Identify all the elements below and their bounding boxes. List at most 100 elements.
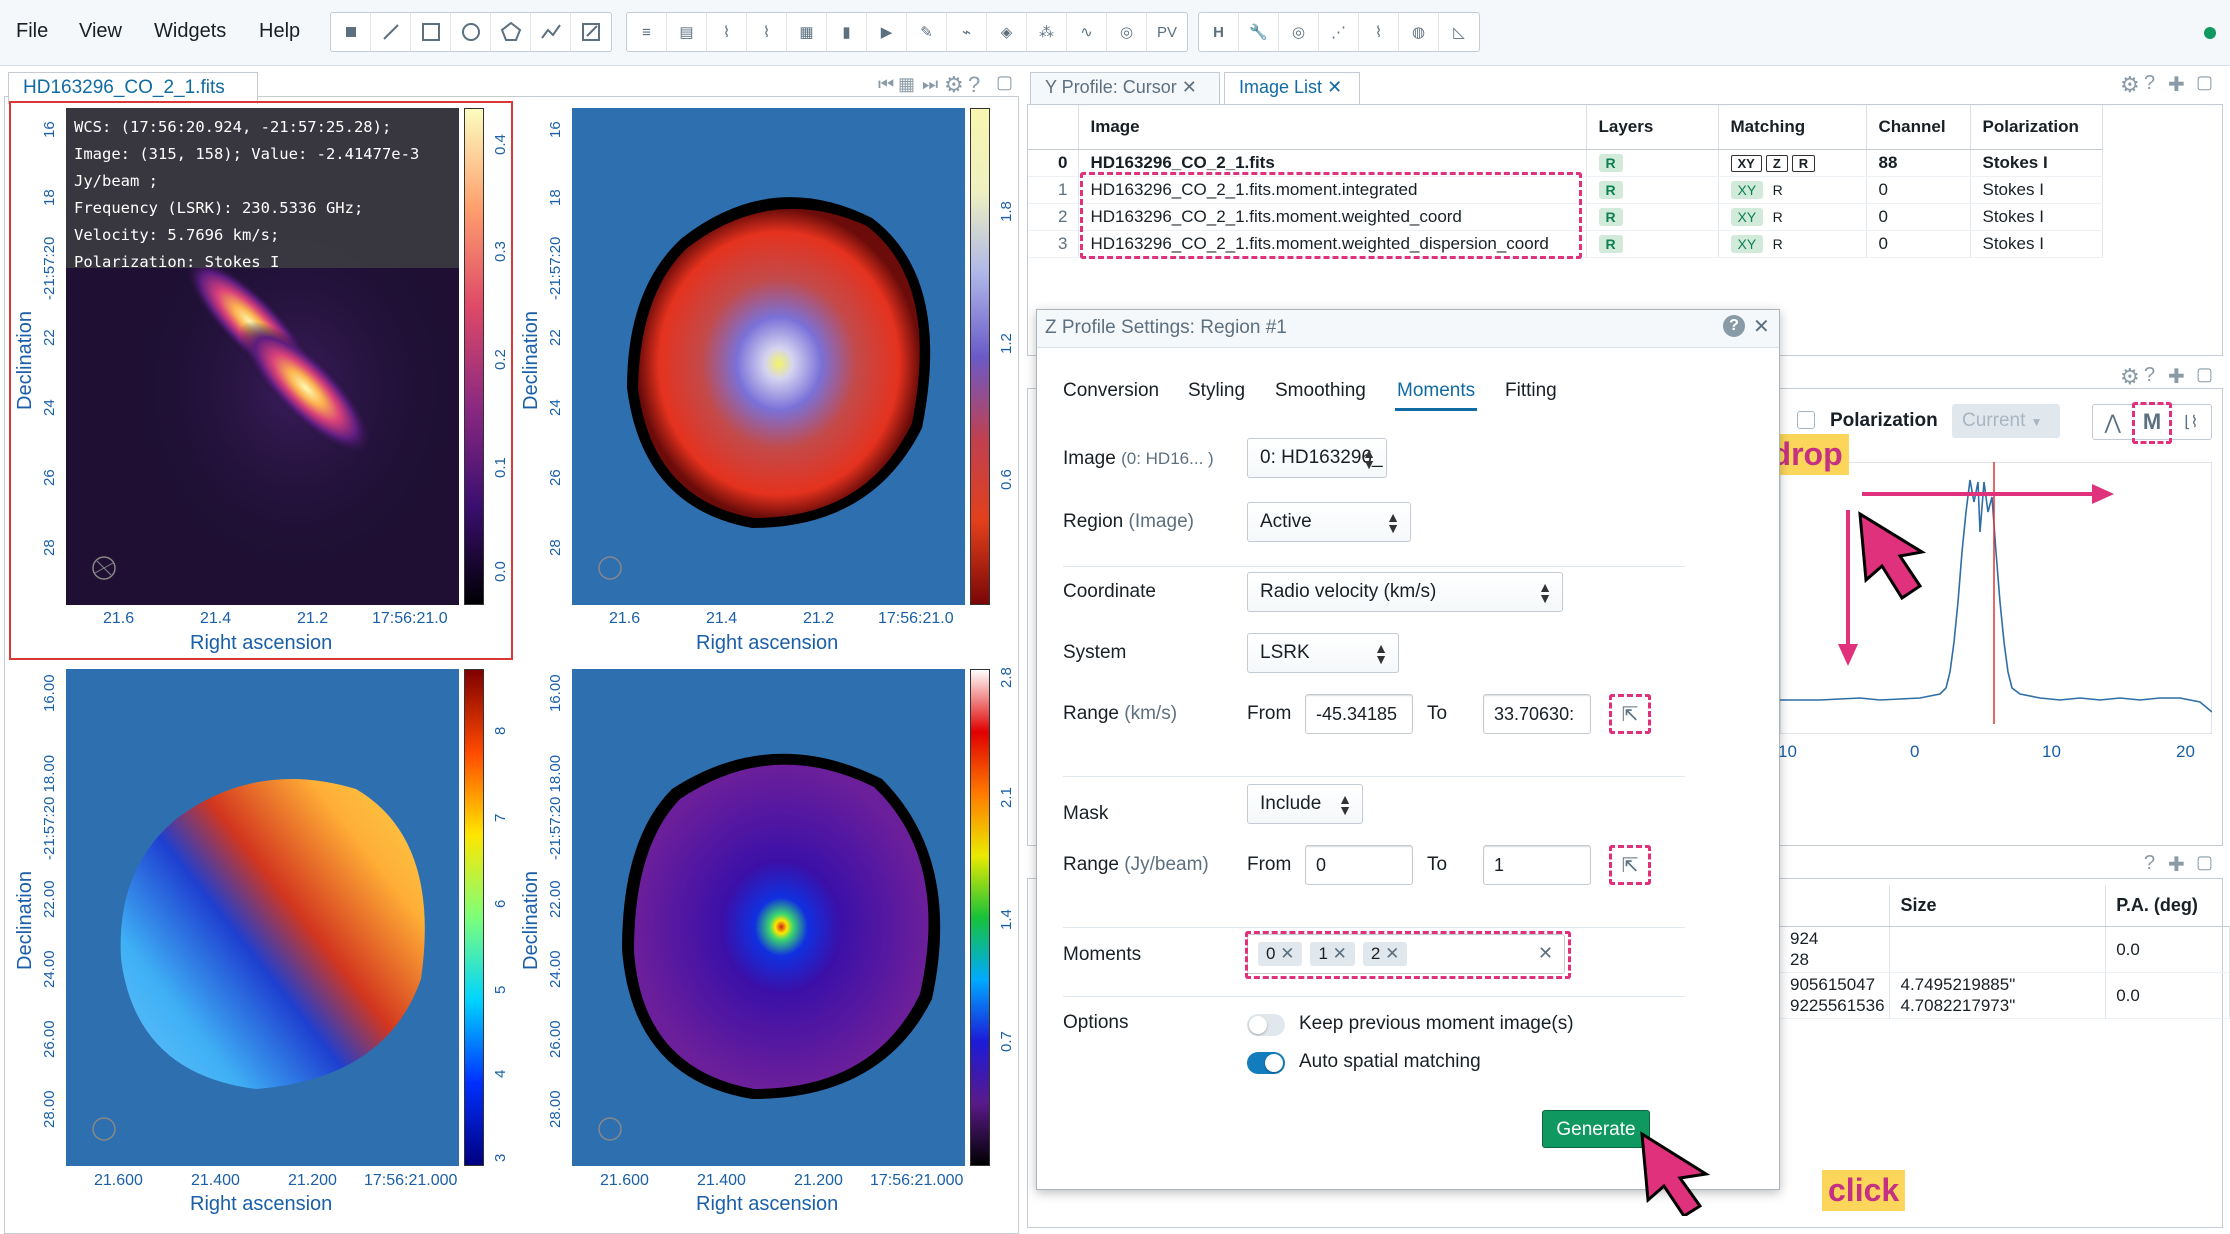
polarization-select[interactable]: Current ▼: [1952, 404, 2060, 438]
moments-multiselect[interactable]: 0 ✕ 1 ✕ 2 ✕ ✕: [1247, 934, 1565, 974]
moments-icon[interactable]: M: [2142, 409, 2162, 434]
annotation-icon[interactable]: [571, 13, 611, 51]
catalog-icon[interactable]: ⁂: [1027, 13, 1067, 51]
render-config-icon[interactable]: ✎: [907, 13, 947, 51]
help-icon[interactable]: ?: [1723, 315, 1745, 337]
menu-widgets[interactable]: Widgets: [154, 20, 227, 42]
pin-icon[interactable]: ✚: [2168, 366, 2185, 388]
menu-help[interactable]: Help: [259, 20, 301, 42]
match-r-tag[interactable]: R: [1772, 235, 1783, 252]
polarization-checkbox[interactable]: [1797, 411, 1815, 429]
help-icon[interactable]: ?: [2144, 72, 2156, 94]
keep-previous-toggle[interactable]: [1247, 1014, 1285, 1036]
auto-matching-toggle[interactable]: [1247, 1052, 1285, 1074]
maximize-icon[interactable]: ▢: [2196, 72, 2214, 92]
tab-styling[interactable]: Styling: [1188, 380, 1246, 401]
rectangle-region-icon[interactable]: [411, 13, 451, 51]
dialog-header[interactable]: Z Profile Settings: Region #1 ? ✕: [1037, 310, 1779, 348]
image-fitting-icon[interactable]: ⌇: [1359, 13, 1399, 51]
tab-y-profile[interactable]: Y Profile: Cursor ✕: [1030, 72, 1220, 104]
mask-to-input[interactable]: 1: [1483, 845, 1591, 885]
remove-icon[interactable]: ✕: [1280, 944, 1295, 963]
match-xy-tag[interactable]: XY: [1730, 207, 1764, 226]
help-icon[interactable]: ?: [2144, 852, 2156, 874]
mask-select[interactable]: Include ▲ ▼: [1247, 784, 1363, 824]
pin-icon[interactable]: ✚: [2168, 74, 2185, 96]
contour-icon[interactable]: ◎: [1279, 13, 1319, 51]
maximize-icon[interactable]: ▢: [996, 72, 1014, 92]
polyline-region-icon[interactable]: [531, 13, 571, 51]
grid-layout-icon[interactable]: ▦: [898, 74, 916, 94]
wrench-icon[interactable]: 🔧: [1239, 13, 1279, 51]
help-icon[interactable]: ?: [2144, 364, 2156, 386]
tab-moments[interactable]: Moments: [1397, 380, 1476, 401]
close-icon[interactable]: ✕: [1327, 77, 1343, 97]
close-icon[interactable]: ✕: [1753, 316, 1770, 338]
tab-image-list[interactable]: Image List ✕: [1224, 72, 1360, 104]
moment-chip[interactable]: 1 ✕: [1310, 942, 1355, 966]
frame-moment-weighted-coord[interactable]: [66, 669, 459, 1166]
settings-gear-icon[interactable]: ⚙: [944, 72, 964, 97]
layer-raster-tag[interactable]: R: [1598, 153, 1623, 172]
table-row[interactable]: 0 HD163296_CO_2_1.fits R XY Z R 88 Stokes …: [1028, 149, 2103, 177]
match-xy-tag[interactable]: XY: [1730, 234, 1764, 253]
pointer-tool-icon[interactable]: [331, 13, 371, 51]
first-frame-icon[interactable]: ⏮: [878, 74, 895, 94]
layer-raster-tag[interactable]: R: [1598, 207, 1623, 226]
help-icon[interactable]: ?: [968, 72, 981, 97]
settings-gear-icon[interactable]: ⚙: [2120, 364, 2140, 389]
settings-gear-icon[interactable]: ⚙: [2120, 72, 2140, 97]
ellipse-region-icon[interactable]: [451, 13, 491, 51]
menu-file[interactable]: File: [16, 20, 49, 42]
range-from-input[interactable]: -45.34185: [1305, 694, 1413, 734]
spatial-profile-icon[interactable]: ⌇: [707, 13, 747, 51]
layer-raster-tag[interactable]: R: [1598, 180, 1623, 199]
spectral-profile-icon[interactable]: ⌇: [747, 13, 787, 51]
table-row[interactable]: 905615047 9225561536 4.7495219885" 4.70822…: [1780, 972, 2230, 1019]
histogram-icon[interactable]: ▮: [827, 13, 867, 51]
line-region-icon[interactable]: [371, 13, 411, 51]
clear-icon[interactable]: ✕: [1538, 943, 1554, 963]
spectral-line-icon[interactable]: ∿: [1067, 13, 1107, 51]
remove-icon[interactable]: ✕: [1385, 944, 1400, 963]
match-r-tag[interactable]: R: [1772, 181, 1783, 198]
vector-field-icon[interactable]: ⋰: [1319, 13, 1359, 51]
region-select[interactable]: Active ▲ ▼: [1247, 502, 1411, 542]
maximize-icon[interactable]: ▢: [2196, 852, 2214, 872]
tab-conversion[interactable]: Conversion: [1063, 380, 1160, 401]
header-icon[interactable]: ▤: [667, 13, 707, 51]
menu-view[interactable]: View: [79, 20, 122, 42]
pv-icon[interactable]: PV: [1156, 23, 1177, 41]
tab-smoothing[interactable]: Smoothing: [1275, 380, 1366, 401]
layer-raster-tag[interactable]: R: [1598, 234, 1623, 253]
stokes-icon[interactable]: ⌁: [947, 13, 987, 51]
table-row[interactable]: 2 HD163296_CO_2_1.fits.moment.weighted_c…: [1028, 203, 2103, 231]
frame-moment-integrated[interactable]: [572, 108, 965, 605]
image-select[interactable]: 0: HD163296_ ▲ ▼: [1247, 438, 1387, 478]
animator-icon[interactable]: ▶: [867, 13, 907, 51]
match-z-tag[interactable]: Z: [1765, 154, 1788, 172]
match-xy-tag[interactable]: XY: [1730, 180, 1764, 199]
range-cursor-select-icon[interactable]: ⇱: [1621, 703, 1639, 726]
cursor-icon[interactable]: ◎: [1107, 13, 1147, 51]
layers-icon[interactable]: ◈: [987, 13, 1027, 51]
match-xy-tag[interactable]: XY: [1730, 154, 1762, 172]
fitting-icon[interactable]: ⌊⌇: [2184, 414, 2199, 431]
info-panel-icon[interactable]: ≡: [627, 13, 667, 51]
next-frame-icon[interactable]: ⏭: [922, 74, 939, 94]
range-to-input[interactable]: 33.70630:: [1483, 694, 1591, 734]
system-select[interactable]: LSRK ▲ ▼: [1247, 633, 1399, 673]
table-row[interactable]: 924 28 0.0: [1780, 926, 2230, 973]
distance-measure-icon[interactable]: ◺: [1453, 24, 1465, 41]
file-header-icon[interactable]: H: [1199, 13, 1239, 51]
close-icon[interactable]: ✕: [1181, 77, 1197, 97]
smoothing-icon[interactable]: ⋀: [2104, 411, 2121, 434]
remove-icon[interactable]: ✕: [1332, 944, 1347, 963]
moment-chip[interactable]: 0 ✕: [1258, 942, 1303, 966]
tab-fitting[interactable]: Fitting: [1505, 380, 1557, 401]
match-r-tag[interactable]: R: [1772, 208, 1783, 225]
moment-chip[interactable]: 2 ✕: [1362, 942, 1408, 966]
frame-moment-dispersion[interactable]: [572, 669, 965, 1166]
table-row[interactable]: 3 HD163296_CO_2_1.fits.moment.weighted_d…: [1028, 230, 2103, 258]
coordinate-select[interactable]: Radio velocity (km/s) ▲ ▼: [1247, 572, 1563, 612]
